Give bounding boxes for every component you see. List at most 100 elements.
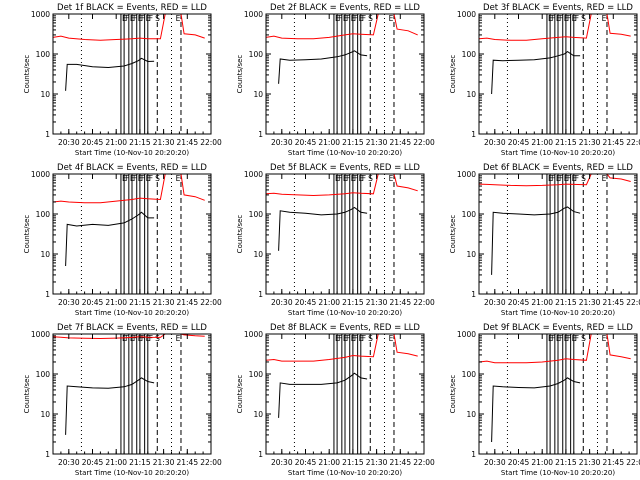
x-tick-label: 22:00 [413,298,435,307]
flag-letter: F [338,14,342,23]
y-tick-label: 100 [36,210,51,219]
flag-letter: F [125,334,129,343]
flag-letter: F [125,174,129,183]
x-tick-label: 21:30 [153,138,175,147]
x-tick-label: 21:45 [389,138,411,147]
x-tick-label: 20:45 [82,298,104,307]
x-tick-label: 21:00 [318,298,340,307]
x-tick-label: 20:45 [508,138,530,147]
x-tick-label: 20:30 [271,138,293,147]
x-tick-label: 20:30 [484,458,506,467]
flag-letter: E [556,174,561,183]
panel-title: Det 7f BLACK = Events, RED = LLD [57,323,207,333]
x-tick-label: 21:00 [531,298,553,307]
x-tick-label: 21:45 [389,298,411,307]
x-tick-label: 21:15 [342,458,364,467]
y-tick-label: 10 [466,250,476,259]
flag-letter: S [155,174,160,183]
y-tick-label: 100 [36,370,51,379]
flag-letter: F [551,14,555,23]
panel-title: Det 8f BLACK = Events, RED = LLD [270,323,420,333]
x-tick-label: 22:00 [200,138,222,147]
flag-letter: F [559,14,563,23]
data-gap-band [157,334,181,454]
x-tick-label: 21:45 [602,138,624,147]
x-tick-label: 21:00 [105,138,127,147]
x-tick-label: 21:45 [602,458,624,467]
flag-letter: F [133,174,137,183]
x-tick-label: 21:00 [318,458,340,467]
flag-letter: E [548,334,553,343]
flag-letter: E [130,14,135,23]
y-tick-label: 100 [462,370,477,379]
flag-letter: F [567,14,571,23]
x-axis-label: Start Time (10-Nov-10 20:20:20) [75,309,189,317]
flag-letter: F [362,174,366,183]
x-axis-label: Start Time (10-Nov-10 20:20:20) [288,309,402,317]
x-tick-label: 20:45 [508,298,530,307]
y-tick-label: 1 [471,130,476,139]
y-axis-label: Counts/sec [236,55,244,94]
y-tick-label: 1 [45,290,50,299]
y-tick-label: 100 [249,50,264,59]
detector-panel: Det 7f BLACK = Events, RED = LLDEEEEEFFF… [23,323,222,477]
x-tick-label: 21:15 [342,138,364,147]
detector-panel: Det 5f BLACK = Events, RED = LLDEEEEEFFF… [236,163,435,317]
events-series-line [65,377,155,435]
flag-letter: E [335,334,340,343]
y-tick-label: 1 [258,290,263,299]
flag-letter: E [176,334,181,343]
y-tick-label: 1000 [244,10,263,19]
lld-series-line [265,333,418,362]
lld-series-line [478,333,631,364]
flag-letter: F [149,174,153,183]
flag-letter: E [146,334,151,343]
flag-letter: E [548,174,553,183]
x-axis-label: Start Time (10-Nov-10 20:20:20) [501,309,615,317]
flag-letter: E [176,174,181,183]
flag-letter: E [130,334,135,343]
x-tick-label: 20:45 [82,138,104,147]
flag-letter: E [130,174,135,183]
x-tick-label: 22:00 [413,458,435,467]
y-axis-label: Counts/sec [236,215,244,254]
flag-letter: E [556,14,561,23]
x-tick-label: 21:00 [105,298,127,307]
panel-title: Det 1f BLACK = Events, RED = LLD [57,3,207,13]
data-gap-band [583,174,607,294]
flag-letter: F [354,14,358,23]
flag-letter: F [141,334,145,343]
flag-letter: E [122,14,127,23]
flag-letter: F [133,334,137,343]
y-tick-label: 1000 [244,330,263,339]
flag-letter: E [335,174,340,183]
x-axis-label: Start Time (10-Nov-10 20:20:20) [288,149,402,157]
events-series-line [278,206,368,251]
x-tick-label: 21:30 [153,458,175,467]
flag-letter: F [338,174,342,183]
flag-letter: E [146,14,151,23]
flag-letter: F [362,14,366,23]
flag-letter: F [346,334,350,343]
flag-letter: F [149,334,153,343]
detector-panel: Det 3f BLACK = Events, RED = LLDEEEEEFFF… [449,3,640,157]
detector-panel: Det 1f BLACK = Events, RED = LLDEEEEEFFF… [23,3,222,157]
x-tick-label: 20:45 [508,458,530,467]
x-tick-label: 20:30 [484,298,506,307]
x-tick-label: 20:45 [295,298,317,307]
flag-letter: E [556,334,561,343]
events-series-line [65,57,155,91]
flag-letter: E [389,334,394,343]
flag-letter: E [359,174,364,183]
x-tick-label: 20:45 [82,458,104,467]
lld-series-line [265,173,418,197]
y-tick-label: 1 [45,450,50,459]
flag-letter: F [346,14,350,23]
data-gap-band [370,334,394,454]
x-tick-label: 22:00 [626,458,640,467]
y-tick-label: 100 [36,50,51,59]
events-series-line [491,50,581,95]
detector-panel: Det 2f BLACK = Events, RED = LLDEEEEEFFF… [236,3,435,157]
x-tick-label: 21:15 [129,138,151,147]
x-tick-label: 20:30 [271,298,293,307]
